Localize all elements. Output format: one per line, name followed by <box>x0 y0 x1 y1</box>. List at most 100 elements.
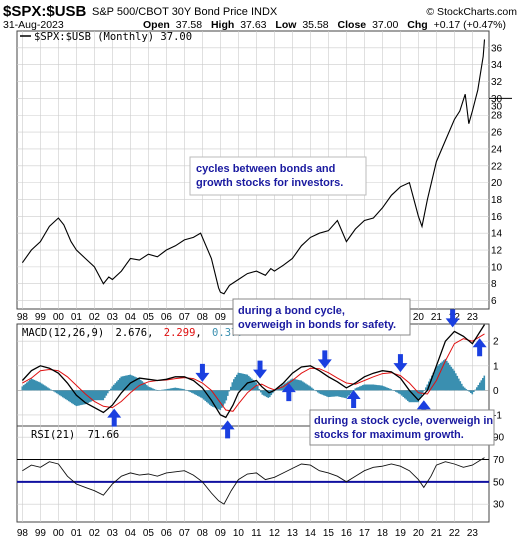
macd-histogram-bar <box>213 390 216 408</box>
macd-histogram-bar <box>188 390 190 392</box>
macd-histogram-bar <box>123 375 126 391</box>
x-tick-label-mid: 04 <box>125 312 137 323</box>
macd-histogram-bar <box>81 390 84 405</box>
macd-legend: MACD(12,26,9) 2.676, 2.299, 0.377 <box>22 327 244 339</box>
price-series-line <box>21 39 486 295</box>
macd-histogram-bar <box>431 375 433 391</box>
macd-histogram-bar <box>383 386 385 391</box>
x-tick-label-bottom: 99 <box>35 528 47 539</box>
macd-histogram-bar <box>254 381 256 391</box>
macd-histogram-bar <box>375 384 378 391</box>
macd-histogram-bar <box>386 387 388 391</box>
macd-histogram-bar <box>149 387 151 391</box>
macd-histogram-bar <box>83 390 85 405</box>
macd-histogram-bar <box>315 390 318 392</box>
x-tick-label-bottom: 23 <box>467 528 479 539</box>
macd-histogram-bar <box>344 390 346 398</box>
macd-histogram-bar <box>351 390 354 392</box>
macd-histogram-bar <box>399 390 402 395</box>
macd-histogram-bar <box>362 385 364 391</box>
macd-histogram-bar <box>249 377 252 391</box>
macd-histogram-bar <box>371 384 373 391</box>
x-tick-label-bottom: 06 <box>161 528 173 539</box>
macd-histogram-bar <box>60 390 63 397</box>
annotation-line: overweigh in bonds for safety. <box>238 319 396 331</box>
macd-histogram-bar <box>147 386 150 391</box>
x-tick-label-bottom: 16 <box>341 528 353 539</box>
macd-histogram-bar <box>327 390 330 398</box>
macd-y-tick-label: -1 <box>493 410 502 421</box>
macd-histogram-bar <box>201 390 204 399</box>
macd-y-tick-label: 1 <box>493 361 499 372</box>
x-tick-label-bottom: 09 <box>215 528 227 539</box>
x-tick-label-mid: 21 <box>431 312 443 323</box>
macd-histogram-bar <box>461 383 463 391</box>
macd-histogram-bar <box>300 380 303 391</box>
macd-histogram-bar <box>111 386 114 391</box>
macd-histogram-bar <box>168 388 171 391</box>
macd-histogram-bar <box>266 390 268 398</box>
macd-histogram-bar <box>164 389 166 391</box>
macd-histogram-bar <box>320 390 322 395</box>
macd-histogram-bar <box>29 379 31 391</box>
macd-histogram-bar <box>101 390 103 401</box>
annotation-bond-cycle-box <box>232 298 411 336</box>
macd-histogram-bar <box>321 390 324 395</box>
macd-histogram-bar <box>71 390 73 404</box>
macd-histogram-bar <box>263 390 265 396</box>
macd-histogram-bar <box>108 390 111 392</box>
annotation-line: during a bond cycle, <box>238 305 345 317</box>
up-arrow-icon <box>107 408 122 427</box>
macd-histogram-bar <box>470 390 472 393</box>
macd-histogram-bar <box>449 364 451 391</box>
macd-histogram-bar <box>408 390 411 403</box>
macd-histogram-bar <box>390 389 393 391</box>
macd-histogram-bar <box>120 376 123 391</box>
macd-histogram-bar <box>444 358 447 391</box>
annotation-line: growth stocks for investors. <box>196 177 343 189</box>
macd-histogram-bar <box>446 360 448 391</box>
macd-histogram-bar <box>297 379 300 391</box>
macd-histogram-bar <box>396 390 399 393</box>
macd-histogram-bar <box>53 390 55 392</box>
macd-histogram-bar <box>393 390 396 391</box>
macd-histogram-bar <box>411 390 414 403</box>
macd-histogram-bar <box>56 390 58 394</box>
macd-histogram-bar <box>173 387 175 391</box>
macd-histogram-bar <box>389 388 391 391</box>
macd-histogram-bar <box>435 366 438 391</box>
x-tick-label-mid: 09 <box>215 312 227 323</box>
macd-histogram-bar <box>365 384 367 391</box>
high-label: High <box>211 19 234 31</box>
annotation-line: during a stock cycle, overweigh in <box>314 415 493 427</box>
x-tick-label-bottom: 03 <box>107 528 119 539</box>
macd-histogram-bar <box>234 377 237 391</box>
macd-histogram-bar <box>324 390 327 396</box>
macd-y-tick-label: 0 <box>493 386 499 397</box>
macd-histogram-bar <box>330 390 333 397</box>
x-tick-label-bottom: 00 <box>53 528 65 539</box>
macd-histogram-bar <box>278 387 280 391</box>
rsi-line <box>22 457 485 505</box>
low-label: Low <box>275 19 297 31</box>
macd-histogram-bar <box>257 385 259 391</box>
macd-histogram-bar <box>57 390 60 395</box>
macd-histogram-bar <box>141 381 144 391</box>
macd-histogram-bar <box>119 378 121 391</box>
macd-legend-macd: 2.676 <box>116 327 148 339</box>
macd-histogram-bar <box>239 373 241 391</box>
macd-histogram-bar <box>128 375 130 391</box>
price-y-tick-label: 24 <box>491 144 503 155</box>
macd-histogram-bar <box>230 386 232 391</box>
x-tick-label-bottom: 22 <box>449 528 461 539</box>
macd-histogram-bar <box>54 390 57 393</box>
macd-histogram-bar <box>182 388 184 391</box>
macd-histogram-bar <box>36 381 39 391</box>
macd-histogram-bar <box>416 390 418 403</box>
macd-histogram-bar <box>356 387 358 391</box>
macd-legend-sep-1: , <box>147 327 153 339</box>
rsi-y-tick-label: 90 <box>493 433 505 444</box>
macd-histogram-bar <box>32 379 34 391</box>
macd-histogram-bar <box>306 384 309 391</box>
price-y-tick-label: 28 <box>491 111 503 122</box>
